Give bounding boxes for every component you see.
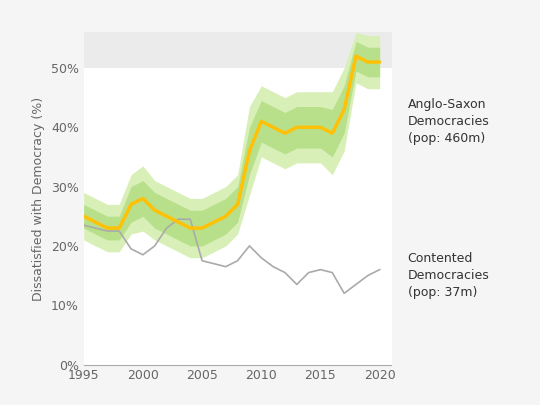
Bar	[84, 32, 391, 68]
Text: Anglo-Saxon
Democracies
(pop: 460m): Anglo-Saxon Democracies (pop: 460m)	[408, 98, 489, 145]
Y-axis label: Dissatisfied with Democracy (%): Dissatisfied with Democracy (%)	[32, 96, 45, 301]
Text: Contented
Democracies
(pop: 37m): Contented Democracies (pop: 37m)	[408, 252, 489, 299]
